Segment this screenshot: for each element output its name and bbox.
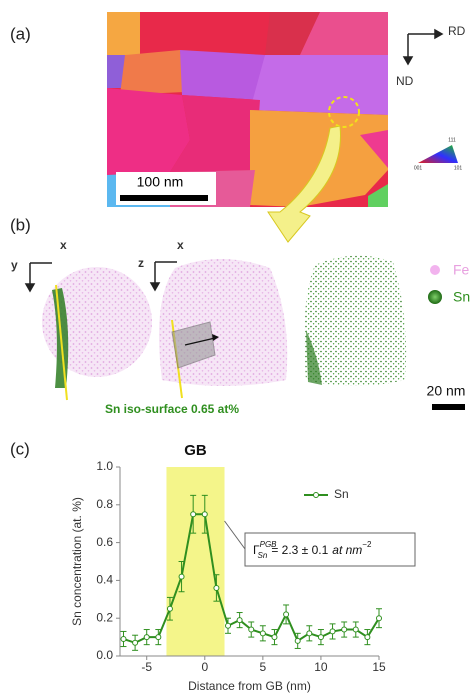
data-point — [248, 626, 255, 633]
x-tick-label: 0 — [201, 660, 208, 674]
annotation: ΓPGB Sn = 2.3 ± 0.1 at nm−2 — [253, 540, 372, 560]
ipf-triangle — [418, 145, 458, 163]
axis-label: y — [11, 258, 18, 272]
data-point — [190, 511, 197, 518]
data-point — [376, 615, 382, 622]
data-point — [178, 573, 185, 580]
chart: GB 0.0 0.2 0.4 0.6 0.8 1.0 -5 0 5 10 15 Distance fro… — [70, 442, 416, 693]
data-point — [283, 611, 290, 618]
data-point — [225, 622, 232, 629]
orientation-axes — [402, 28, 444, 66]
axis-label: z — [138, 256, 144, 270]
y-tick-label: 0.6 — [96, 535, 113, 549]
panel-label: (b) — [10, 215, 31, 234]
legend-marker — [313, 492, 319, 498]
data-point — [236, 617, 243, 624]
legend-marker — [430, 265, 440, 275]
x-tick-label: -5 — [141, 660, 152, 674]
annotation-part: −2 — [362, 540, 372, 549]
apt-reconstructions — [42, 255, 407, 401]
data-point — [155, 634, 162, 641]
data-point — [132, 639, 139, 646]
legend-label: Sn — [334, 487, 349, 501]
axis-label: ND — [396, 74, 414, 88]
data-point — [364, 634, 371, 641]
data-point — [259, 630, 266, 637]
data-point — [120, 635, 127, 642]
axis-label: x — [177, 238, 184, 252]
ebsd-map — [107, 12, 388, 243]
ipf-label: 101 — [454, 165, 463, 171]
scale-bar-label: 20 nm — [427, 383, 466, 399]
y-tick-label: 0.0 — [96, 648, 113, 662]
y-axis-label: Sn concentration (at. %) — [70, 497, 84, 626]
scale-bar — [432, 404, 465, 410]
x-tick-label: 5 — [260, 660, 267, 674]
data-point — [201, 511, 208, 518]
y-tick-label: 0.8 — [96, 497, 113, 511]
data-point — [143, 634, 150, 641]
band-label: GB — [184, 442, 207, 459]
annotation-part: Sn — [258, 551, 268, 560]
annotation-part: Γ — [253, 543, 260, 557]
data-point — [317, 634, 324, 641]
panel-label: (a) — [10, 24, 31, 43]
data-point — [341, 626, 348, 633]
gb-band — [166, 467, 225, 656]
data-point — [213, 584, 220, 591]
data-point — [352, 626, 359, 633]
legend-label: Fe — [453, 262, 470, 278]
panel-label: (c) — [10, 439, 30, 458]
ipf-label: 111 — [448, 137, 456, 143]
data-point — [306, 630, 313, 637]
y-tick-label: 1.0 — [96, 459, 113, 473]
legend-label: Sn — [453, 289, 470, 305]
y-tick-label: 0.2 — [96, 610, 113, 624]
annotation-part: at nm — [332, 543, 362, 557]
scale-bar-label: 100 nm — [137, 174, 184, 190]
coordinate-axes — [24, 261, 177, 293]
x-axis-label: Distance from GB (nm) — [188, 679, 311, 693]
axis-label: RD — [448, 24, 466, 38]
data-point — [271, 634, 278, 641]
data-point — [166, 605, 173, 612]
x-tick-label: 10 — [314, 660, 328, 674]
annotation-part: = 2.3 ± 0.1 — [271, 543, 328, 557]
annotation-leader — [224, 520, 246, 550]
annotation-box — [244, 532, 416, 567]
legend-marker — [428, 290, 442, 304]
y-tick-label: 0.4 — [96, 573, 113, 587]
data-point — [329, 628, 336, 635]
caption: Sn iso-surface 0.65 at% — [105, 402, 239, 416]
axis-label: x — [60, 238, 67, 252]
data-point — [294, 637, 301, 644]
x-tick-label: 15 — [372, 660, 386, 674]
ipf-label: 001 — [414, 165, 423, 171]
annotation-part: PGB — [260, 540, 278, 549]
